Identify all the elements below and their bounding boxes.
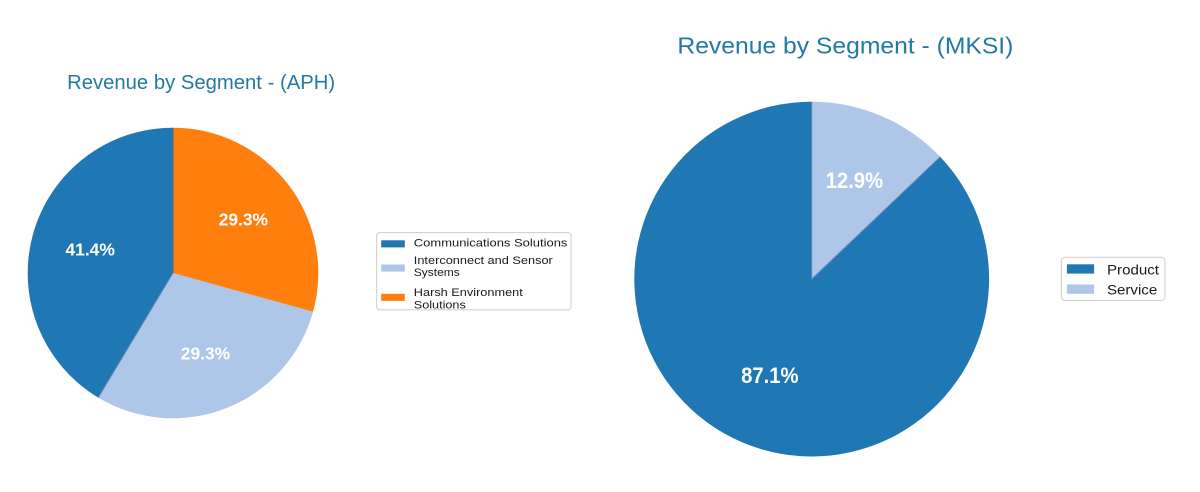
svg-text:Solutions: Solutions <box>414 300 466 312</box>
svg-text:Interconnect and Sensor: Interconnect and Sensor <box>414 255 554 267</box>
svg-text:87.1%: 87.1% <box>741 363 799 388</box>
svg-text:12.9%: 12.9% <box>826 168 884 193</box>
svg-text:Systems: Systems <box>414 267 460 279</box>
svg-text:Service: Service <box>1107 282 1157 298</box>
svg-text:Revenue by Segment - (MKSI): Revenue by Segment - (MKSI) <box>677 33 1013 59</box>
svg-text:Revenue by Segment - (APH): Revenue by Segment - (APH) <box>67 72 335 94</box>
svg-text:29.3%: 29.3% <box>181 344 231 364</box>
svg-text:41.4%: 41.4% <box>66 240 116 260</box>
svg-text:29.3%: 29.3% <box>219 209 269 229</box>
svg-text:Harsh Environment: Harsh Environment <box>414 287 523 299</box>
svg-text:Product: Product <box>1107 262 1159 278</box>
svg-text:Communications Solutions: Communications Solutions <box>414 238 568 250</box>
